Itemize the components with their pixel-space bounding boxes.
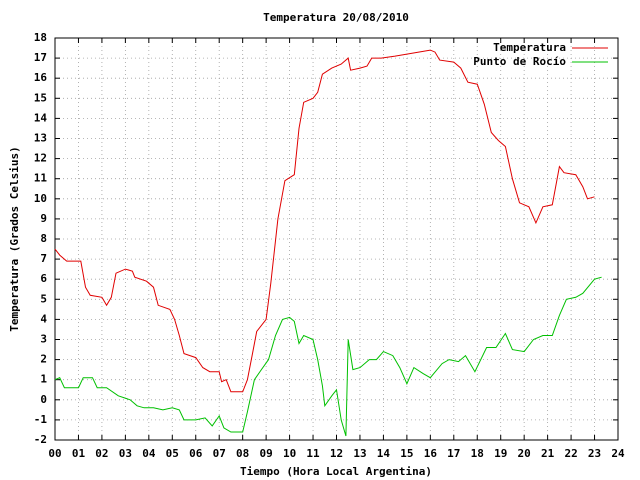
x-tick-label: 17 [447,447,460,460]
x-tick-label: 23 [588,447,601,460]
y-tick-label: 12 [34,152,47,165]
data-line [54,49,595,393]
x-tick-label: 00 [48,447,61,460]
y-tick-label: 8 [40,232,47,245]
legend-label: Punto de Rocío [473,55,566,68]
x-tick-label: 07 [213,447,226,460]
y-tick-label: 17 [34,51,47,64]
y-tick-label: 18 [34,31,47,44]
x-tick-label: 20 [518,447,531,460]
x-tick-label: 01 [72,447,86,460]
y-tick-label: 4 [40,312,47,325]
x-tick-label: 11 [306,447,320,460]
y-tick-label: 5 [40,292,47,305]
x-tick-label: 08 [236,447,249,460]
x-tick-label: 14 [377,447,391,460]
y-tick-label: 11 [34,172,48,185]
plot-frame [54,37,619,441]
legend-label: Temperatura [493,41,566,54]
y-tick-label: 13 [34,132,47,145]
y-tick-label: 7 [40,252,47,265]
x-tick-label: 03 [119,447,132,460]
y-tick-label: -1 [34,413,48,426]
x-tick-label: 24 [611,447,625,460]
y-tick-label: 3 [40,333,47,346]
x-tick-label: 22 [564,447,577,460]
y-tick-label: 6 [40,272,47,285]
x-tick-label: 21 [541,447,555,460]
x-tick-label: 09 [260,447,273,460]
x-tick-label: 05 [166,447,179,460]
y-tick-label: -2 [34,433,47,446]
y-tick-label: 1 [40,373,47,386]
x-tick-label: 15 [400,447,413,460]
y-tick-label: 15 [34,91,47,104]
y-axis-label: Temperatura (Grados Celsius) [8,146,21,331]
x-tick-label: 13 [353,447,366,460]
x-tick-label: 10 [283,447,296,460]
y-tick-label: 16 [34,71,48,84]
x-tick-label: 02 [95,447,108,460]
y-tick-label: 2 [40,353,47,366]
x-tick-label: 16 [424,447,438,460]
x-tick-label: 12 [330,447,343,460]
x-axis-label: Tiempo (Hora Local Argentina) [240,465,432,478]
y-tick-label: 10 [34,192,47,205]
chart-title: Temperatura 20/08/2010 [263,11,409,24]
x-tick-label: 04 [142,447,156,460]
y-tick-label: 9 [40,212,47,225]
y-tick-label: 14 [34,111,48,124]
x-tick-label: 19 [494,447,507,460]
x-tick-label: 06 [189,447,203,460]
data-line [54,276,602,437]
x-tick-label: 18 [471,447,484,460]
y-tick-label: 0 [40,393,47,406]
